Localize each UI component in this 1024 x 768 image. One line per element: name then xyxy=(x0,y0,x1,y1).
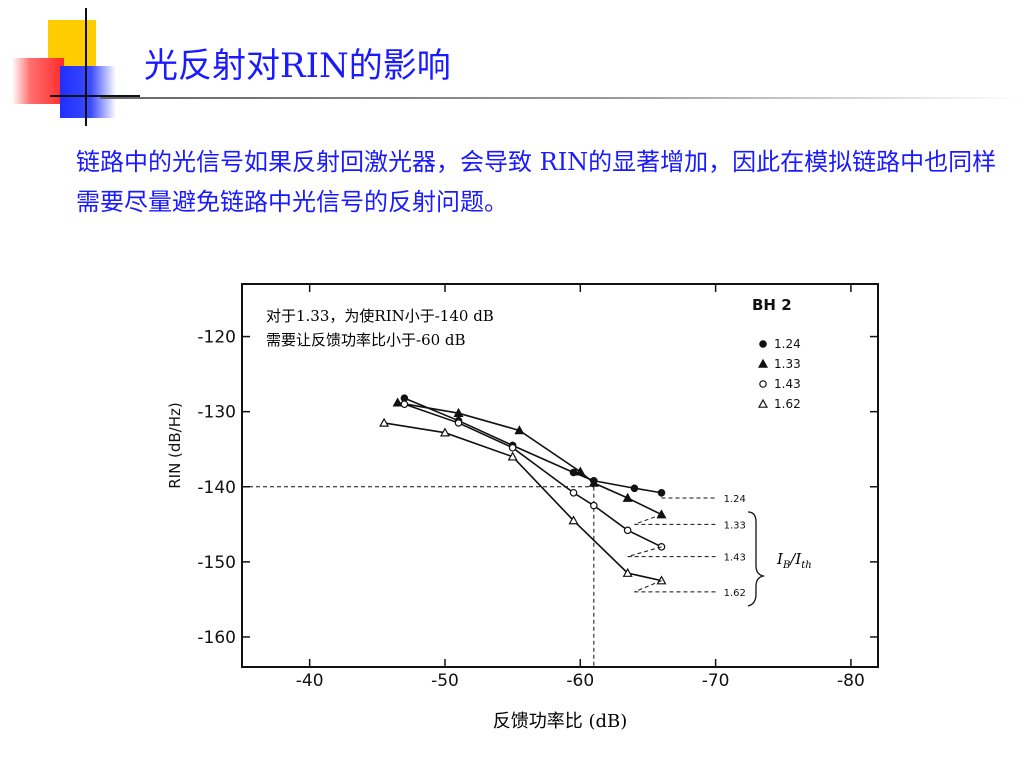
data-point-1.24 xyxy=(569,468,578,477)
legend-label-1.43: 1.43 xyxy=(774,377,801,391)
y-tick-label: -160 xyxy=(197,628,236,648)
legend-label-1.24: 1.24 xyxy=(774,337,801,351)
y-tick-label: -150 xyxy=(197,553,236,573)
asymptote-connector-1.33 xyxy=(634,514,662,525)
data-point-1.62 xyxy=(656,575,667,585)
x-tick-label: -40 xyxy=(296,671,324,691)
series-group-brace xyxy=(747,511,766,607)
legend-marker-1.43 xyxy=(759,380,767,388)
annotation-line-1: 对于1.33，为使RIN小于-140 dB xyxy=(266,307,494,325)
data-point-1.43 xyxy=(508,443,517,452)
header-decoration-vertical-line xyxy=(85,8,87,126)
data-point-1.33 xyxy=(588,477,599,487)
data-point-1.33 xyxy=(622,492,633,502)
ib-ith-label: IB/Ith xyxy=(777,550,812,571)
data-point-1.33 xyxy=(514,425,525,435)
series-end-label-1.62: 1.62 xyxy=(724,588,746,599)
header-decoration-red-block xyxy=(12,58,64,104)
body-paragraph: 链路中的光信号如果反射回激光器，会导致 RIN的显著增加，因此在模拟链路中也同样… xyxy=(76,148,997,216)
title-underline-rule xyxy=(100,97,1024,99)
data-point-1.33 xyxy=(575,466,586,476)
ith-base: /I xyxy=(790,550,802,568)
legend-label-1.62: 1.62 xyxy=(774,397,801,411)
data-point-1.62 xyxy=(507,451,518,461)
series-line-1.33 xyxy=(397,401,662,516)
data-point-1.24 xyxy=(630,484,639,493)
series-end-label-1.43: 1.43 xyxy=(724,553,746,564)
header-decoration-horizontal-line xyxy=(50,95,140,97)
data-point-1.33 xyxy=(392,397,403,407)
y-tick-label: -140 xyxy=(197,478,236,498)
rin-chart-svg: -40 -50 -60 -70 -80 -120 -130 -140 -150 -160 RIN (… xyxy=(166,283,879,691)
y-axis-title: RIN (dB/Hz) xyxy=(166,402,184,489)
data-point-1.43 xyxy=(623,526,632,535)
y-tick-label: -120 xyxy=(197,328,236,348)
legend-marker-1.33 xyxy=(757,358,769,368)
x-tick-label: -70 xyxy=(702,671,730,691)
ib-base: I xyxy=(777,550,783,568)
data-point-1.33 xyxy=(656,509,667,519)
data-point-1.62 xyxy=(439,427,450,437)
data-point-1.62 xyxy=(568,515,579,525)
data-point-1.43 xyxy=(400,400,409,408)
data-point-1.43 xyxy=(454,419,463,427)
x-tick-label: -80 xyxy=(837,671,865,691)
series-end-label-1.24: 1.24 xyxy=(724,494,746,505)
rin-chart: -40 -50 -60 -70 -80 -120 -130 -140 -150 -160 RIN (… xyxy=(150,282,890,702)
y-tick-label: -130 xyxy=(197,403,236,423)
ib-sub-b: B xyxy=(782,560,791,571)
x-axis-title: 反馈功率比 (dB) xyxy=(492,711,628,732)
plot-frame xyxy=(241,283,879,668)
asymptote-connector-1.62 xyxy=(634,580,662,593)
ith-sub-th: th xyxy=(801,560,812,571)
header-decoration-blue-block xyxy=(60,66,116,118)
x-tick-label: -60 xyxy=(566,671,594,691)
series-line-1.43 xyxy=(404,403,662,548)
data-point-1.62 xyxy=(622,567,633,577)
chart-series-title: BH 2 xyxy=(752,296,792,314)
data-point-1.43 xyxy=(569,488,578,497)
x-tick-label: -50 xyxy=(431,671,459,691)
annotation-line-2: 需要让反馈功率比小于-60 dB xyxy=(266,331,466,349)
data-point-1.62 xyxy=(379,417,390,427)
slide-title: 光反射对RIN的影响 xyxy=(144,46,451,86)
data-point-1.43 xyxy=(590,501,598,510)
series-line-1.62 xyxy=(383,422,662,582)
data-point-1.33 xyxy=(453,407,464,417)
legend-marker-1.62 xyxy=(757,398,769,408)
series-end-label-1.33: 1.33 xyxy=(724,520,746,531)
legend-label-1.33: 1.33 xyxy=(774,357,801,371)
legend-marker-1.24 xyxy=(759,340,767,348)
chart-annotation: 对于1.33，为使RIN小于-140 dB 需要让反馈功率比小于-60 dB xyxy=(266,304,494,352)
asymptote-connector-1.43 xyxy=(627,546,662,558)
